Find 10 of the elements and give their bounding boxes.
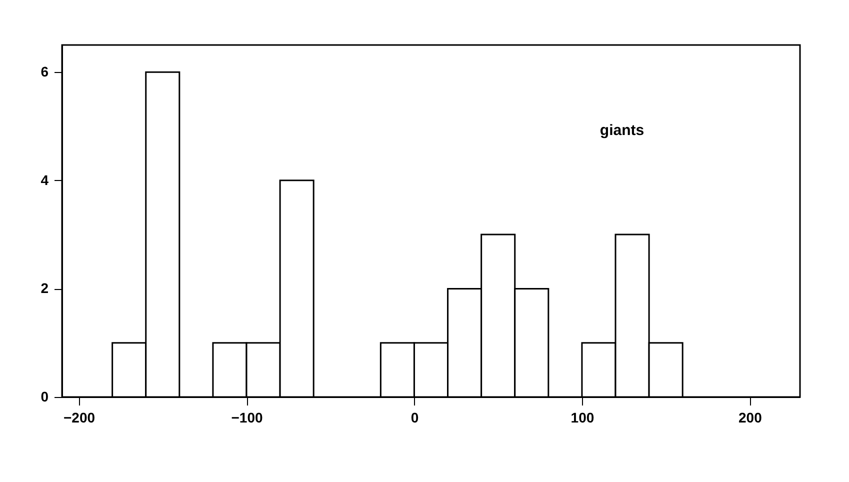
y-tick-label: 2 — [40, 280, 49, 296]
x-tick-label: 0 — [410, 410, 419, 426]
annotation: giants — [600, 122, 644, 139]
y-tick-label: 0 — [40, 388, 49, 404]
x-tick-label: −200 — [64, 410, 96, 426]
x-tick-label: 100 — [570, 410, 594, 426]
y-tick-label: 6 — [40, 64, 49, 80]
y-tick-label: 4 — [40, 172, 49, 188]
x-tick-label: −100 — [231, 410, 263, 426]
x-tick-label: 200 — [738, 410, 762, 426]
